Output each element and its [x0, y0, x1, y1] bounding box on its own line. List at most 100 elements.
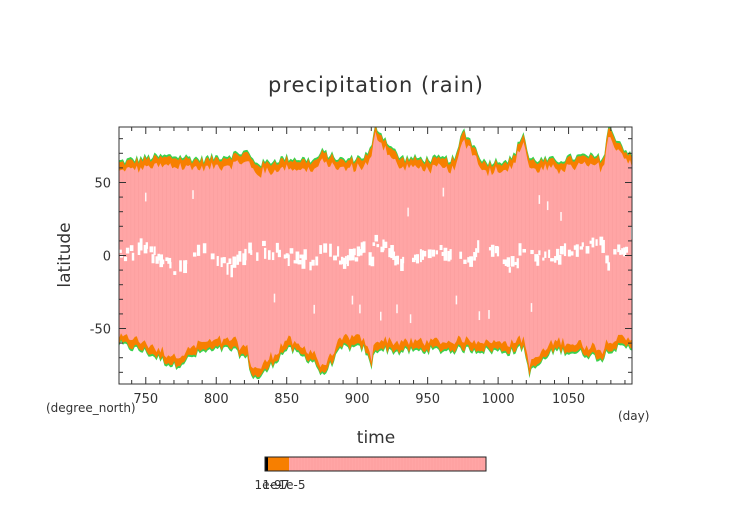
dry-patch — [352, 248, 356, 256]
dry-patch — [232, 256, 237, 268]
dry-patch — [309, 261, 312, 271]
dry-patch — [569, 251, 574, 256]
dry-patch — [313, 304, 315, 314]
dry-patch — [287, 254, 290, 267]
dry-patch — [613, 249, 617, 255]
dry-patch — [581, 242, 584, 247]
x-tick-label: 1050 — [552, 392, 585, 407]
dry-patch — [248, 242, 252, 254]
y-tick-label: 0 — [103, 250, 111, 265]
dry-patch — [390, 245, 394, 259]
dry-patch — [137, 242, 141, 255]
dry-patch — [518, 243, 522, 256]
colorbar-tick-label: 1e-7 — [263, 478, 290, 492]
dry-patch — [601, 239, 605, 253]
dry-patch — [297, 259, 302, 265]
dry-patch — [376, 244, 380, 248]
x-tick-label: 800 — [204, 392, 229, 407]
colorbar-tick-label: 1e-9 — [255, 478, 282, 492]
dry-patch — [441, 251, 444, 256]
dry-patch — [557, 255, 562, 265]
dry-patch — [344, 256, 347, 265]
dry-patch — [530, 303, 533, 312]
dry-patch — [119, 254, 124, 258]
dry-patch — [530, 249, 534, 255]
dry-patch — [311, 259, 315, 266]
dry-patch — [351, 295, 354, 305]
dry-patch — [173, 271, 177, 275]
dry-patch — [536, 255, 540, 266]
dry-patch — [534, 254, 539, 262]
dry-patch — [585, 246, 590, 254]
x-axis-units: (day) — [618, 409, 649, 423]
dry-patch — [447, 250, 451, 262]
dry-patch — [396, 255, 400, 265]
dry-patch — [131, 252, 135, 261]
dry-patch — [514, 261, 519, 266]
dry-patch — [129, 245, 134, 252]
dry-patch — [289, 248, 294, 254]
dry-patch — [359, 304, 361, 314]
dry-patch — [151, 254, 155, 264]
dry-patch — [435, 250, 438, 255]
dry-patch — [183, 260, 188, 274]
dry-patch — [384, 241, 388, 248]
dry-patch — [169, 262, 172, 269]
dry-patch — [161, 259, 165, 265]
dry-patch — [575, 244, 579, 257]
dry-patch — [340, 256, 344, 265]
dry-patch — [409, 314, 412, 324]
colorbar-tick-label: 1e-5 — [279, 478, 306, 492]
dry-patch — [125, 247, 130, 254]
x-tick-label: 950 — [415, 392, 440, 407]
dry-patch — [348, 248, 352, 261]
x-tick-label: 900 — [345, 392, 370, 407]
dry-patch — [550, 258, 554, 262]
dry-patch — [315, 256, 319, 266]
dry-patch — [556, 248, 560, 261]
dry-patch — [617, 244, 621, 253]
dry-patch — [202, 243, 207, 254]
dry-patch — [421, 250, 425, 260]
dry-patch — [226, 262, 229, 275]
dry-patch — [490, 244, 495, 257]
dry-patch — [442, 187, 445, 197]
dry-patch — [285, 253, 289, 259]
plot-area — [119, 127, 632, 380]
dry-patch — [516, 258, 519, 269]
x-tick-label: 1000 — [482, 392, 515, 407]
dry-patch — [354, 257, 359, 262]
dry-patch — [473, 252, 476, 261]
dry-patch — [119, 249, 122, 253]
dry-patch — [621, 248, 624, 255]
dry-patch — [548, 249, 551, 258]
dry-patch — [402, 256, 405, 264]
dry-patch — [599, 236, 604, 246]
dry-patch — [522, 248, 526, 253]
y-axis-label: latitude — [55, 222, 75, 287]
dry-patch — [595, 239, 598, 246]
dry-patch — [329, 243, 332, 257]
dry-patch — [394, 256, 397, 266]
dry-patch — [544, 251, 547, 258]
dry-patch — [236, 254, 239, 265]
dry-patch — [407, 207, 409, 217]
dry-patch — [295, 251, 300, 264]
dry-patch — [368, 252, 372, 266]
dry-patch — [333, 255, 337, 261]
colorbar-segment — [289, 457, 486, 471]
dry-patch — [123, 256, 128, 262]
dry-patch — [319, 245, 323, 254]
x-tick-label: 750 — [133, 392, 158, 407]
dry-patch — [155, 256, 159, 264]
dry-patch — [222, 257, 226, 264]
dry-patch — [165, 257, 169, 262]
dry-patch — [356, 246, 361, 257]
dry-patch — [271, 252, 275, 261]
dry-patch — [443, 247, 448, 261]
axes: 750 800 850 900 950 1000 1050 -50 0 50 — [90, 126, 633, 407]
dry-patch — [338, 260, 343, 265]
dry-patch — [216, 256, 219, 266]
dry-patch — [230, 264, 233, 278]
